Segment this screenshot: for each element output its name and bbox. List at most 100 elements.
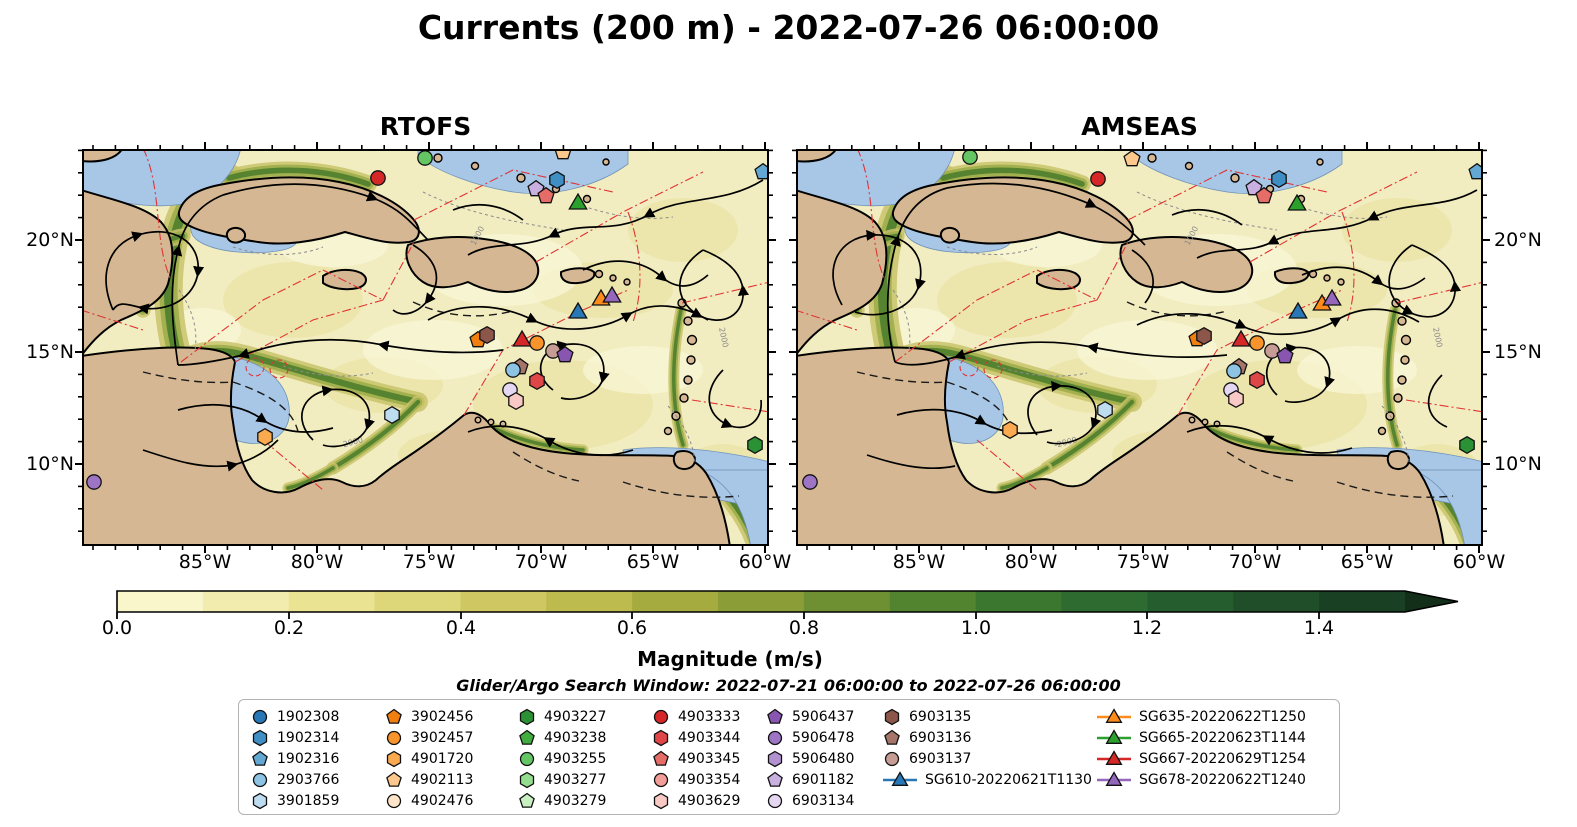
legend-entry-label: 2903766 — [277, 772, 340, 788]
marker-4903344 — [529, 371, 545, 391]
x-tick-label-rtofs-65°W: 65°W — [626, 551, 680, 573]
legend-entry-label: 4903344 — [678, 730, 741, 746]
legend-entry-1902316: 1902316 — [250, 749, 339, 769]
pentagon-marker-icon — [519, 729, 535, 745]
legend-entry-3901859: 3901859 — [250, 791, 339, 811]
legend-entry-6903136: 6903136 — [882, 728, 971, 748]
search-window-subtitle: Glider/Argo Search Window: 2022-07-21 06… — [456, 676, 1121, 695]
map-frame — [796, 149, 1483, 546]
colorbar-tick-1.2: 1.2 — [1131, 617, 1163, 639]
legend-entry-label: 6903136 — [909, 730, 972, 746]
x-tick-label-amseas-75°W: 75°W — [1116, 551, 1170, 573]
marker-6903135 — [479, 325, 495, 345]
x-tick-label-amseas-60°W: 60°W — [1452, 551, 1506, 573]
panel-title-amseas: AMSEAS — [1081, 112, 1198, 141]
marker-3901859 — [1097, 400, 1113, 420]
legend-entry-2903766: 2903766 — [250, 770, 339, 790]
colorbar-tick-0.8: 0.8 — [788, 617, 820, 639]
x-tick-label-amseas-65°W: 65°W — [1340, 551, 1394, 573]
hexagon-marker-icon — [519, 771, 535, 789]
pentagon-marker-icon — [386, 771, 402, 787]
marker-3901859 — [384, 405, 400, 425]
legend-entry-label: 4903238 — [544, 730, 607, 746]
legend-entry-6903134: 6903134 — [765, 791, 854, 811]
legend-entry-label: 1902316 — [277, 751, 340, 767]
marker-2903766 — [1226, 363, 1242, 379]
circle-marker-icon — [252, 709, 268, 725]
legend-entry-3902457: 3902457 — [384, 728, 473, 748]
marker-1902314 — [549, 170, 565, 190]
legend-entry-label: 4903279 — [544, 793, 607, 809]
x-tick-label-amseas-85°W: 85°W — [892, 551, 946, 573]
marker-5906437 — [1276, 346, 1294, 364]
legend-entry-label: 5906478 — [792, 730, 855, 746]
pentagon-marker-icon — [252, 750, 268, 766]
marker-4903344 — [1249, 370, 1265, 390]
legend-entry-4903255: 4903255 — [517, 749, 606, 769]
legend-entry-4902476: 4902476 — [384, 791, 473, 811]
marker-SG678-20220622T1240 — [1322, 288, 1342, 306]
legend-entry-label: 3901859 — [277, 793, 340, 809]
marker-SG667-20220629T1254 — [512, 329, 532, 347]
legend-entry-3902456: 3902456 — [384, 707, 473, 727]
x-tick-label-amseas-80°W: 80°W — [1004, 551, 1058, 573]
legend-entry-label: 4903345 — [678, 751, 741, 767]
legend-entry-SG678-20220622T1240: SG678-20220622T1240 — [1096, 770, 1306, 790]
map-frame — [82, 149, 769, 546]
legend-entry-SG665-20220623T1144: SG665-20220623T1144 — [1096, 728, 1306, 748]
glider-track-icon — [1097, 708, 1131, 723]
x-tick-label-rtofs-60°W: 60°W — [738, 551, 792, 573]
colorbar-tick-0.2: 0.2 — [273, 617, 305, 639]
marker-4903629 — [1228, 389, 1244, 409]
legend-entry-label: 6901182 — [792, 772, 855, 788]
pentagon-marker-icon — [767, 771, 783, 787]
y-tick-label-right-10°N: 10°N — [1494, 453, 1542, 475]
float-glider-markers — [86, 150, 768, 490]
legend-entry-SG635-20220622T1250: SG635-20220622T1250 — [1096, 707, 1306, 727]
pentagon-marker-icon — [386, 708, 402, 724]
legend-entry-1902314: 1902314 — [250, 728, 339, 748]
y-tick-label-left-10°N: 10°N — [26, 453, 74, 475]
float-glider-markers — [802, 150, 1482, 490]
marker-5906437 — [556, 345, 574, 363]
legend-entry-5906478: 5906478 — [765, 728, 854, 748]
marker-SG678-20220622T1240 — [602, 285, 622, 303]
x-tick-label-rtofs-70°W: 70°W — [514, 551, 568, 573]
hexagon-marker-icon — [386, 750, 402, 768]
marker-4902113 — [1123, 150, 1141, 167]
legend-entry-label: SG635-20220622T1250 — [1139, 709, 1306, 725]
legend-entry-label: 5906437 — [792, 709, 855, 725]
pentagon-marker-icon — [884, 729, 900, 745]
legend-entry-4903354: 4903354 — [651, 770, 740, 790]
x-tick-label-rtofs-80°W: 80°W — [290, 551, 344, 573]
legend-entry-label: 6903137 — [909, 751, 972, 767]
marker-1902316 — [754, 162, 768, 180]
legend-entry-label: 4903629 — [678, 793, 741, 809]
legend-entry-6903137: 6903137 — [882, 749, 971, 769]
marker-4901720 — [1002, 420, 1018, 440]
legend-entry-4901720: 4901720 — [384, 749, 473, 769]
panel-title-rtofs: RTOFS — [379, 112, 472, 141]
figure-title: Currents (200 m) - 2022-07-26 06:00:00 — [417, 8, 1160, 47]
x-tick-label-amseas-70°W: 70°W — [1228, 551, 1282, 573]
marker-6901182 — [1245, 178, 1263, 196]
marker-SG610-20220621T1130 — [1288, 301, 1308, 319]
glider-track-icon — [1097, 729, 1131, 744]
marker-3902457 — [529, 335, 545, 351]
legend-entry-6901182: 6901182 — [765, 770, 854, 790]
hexagon-marker-icon — [252, 729, 268, 747]
marker-5906478 — [802, 474, 818, 490]
circle-marker-icon — [386, 793, 402, 809]
legend-entry-4903277: 4903277 — [517, 770, 606, 790]
legend-entry-label: 4903277 — [544, 772, 607, 788]
colorbar-tick-1.4: 1.4 — [1303, 617, 1335, 639]
marker-4903345 — [1255, 186, 1273, 204]
marker-1902314 — [1271, 169, 1287, 189]
x-tick-label-rtofs-85°W: 85°W — [178, 551, 232, 573]
legend-box: 1902308 1902314 1902316 2903766 3901859 39024… — [238, 699, 1340, 815]
marker-SG665-20220623T1144 — [1287, 193, 1307, 211]
legend-entry-4903333: 4903333 — [651, 707, 740, 727]
marker-2903766 — [505, 362, 521, 378]
